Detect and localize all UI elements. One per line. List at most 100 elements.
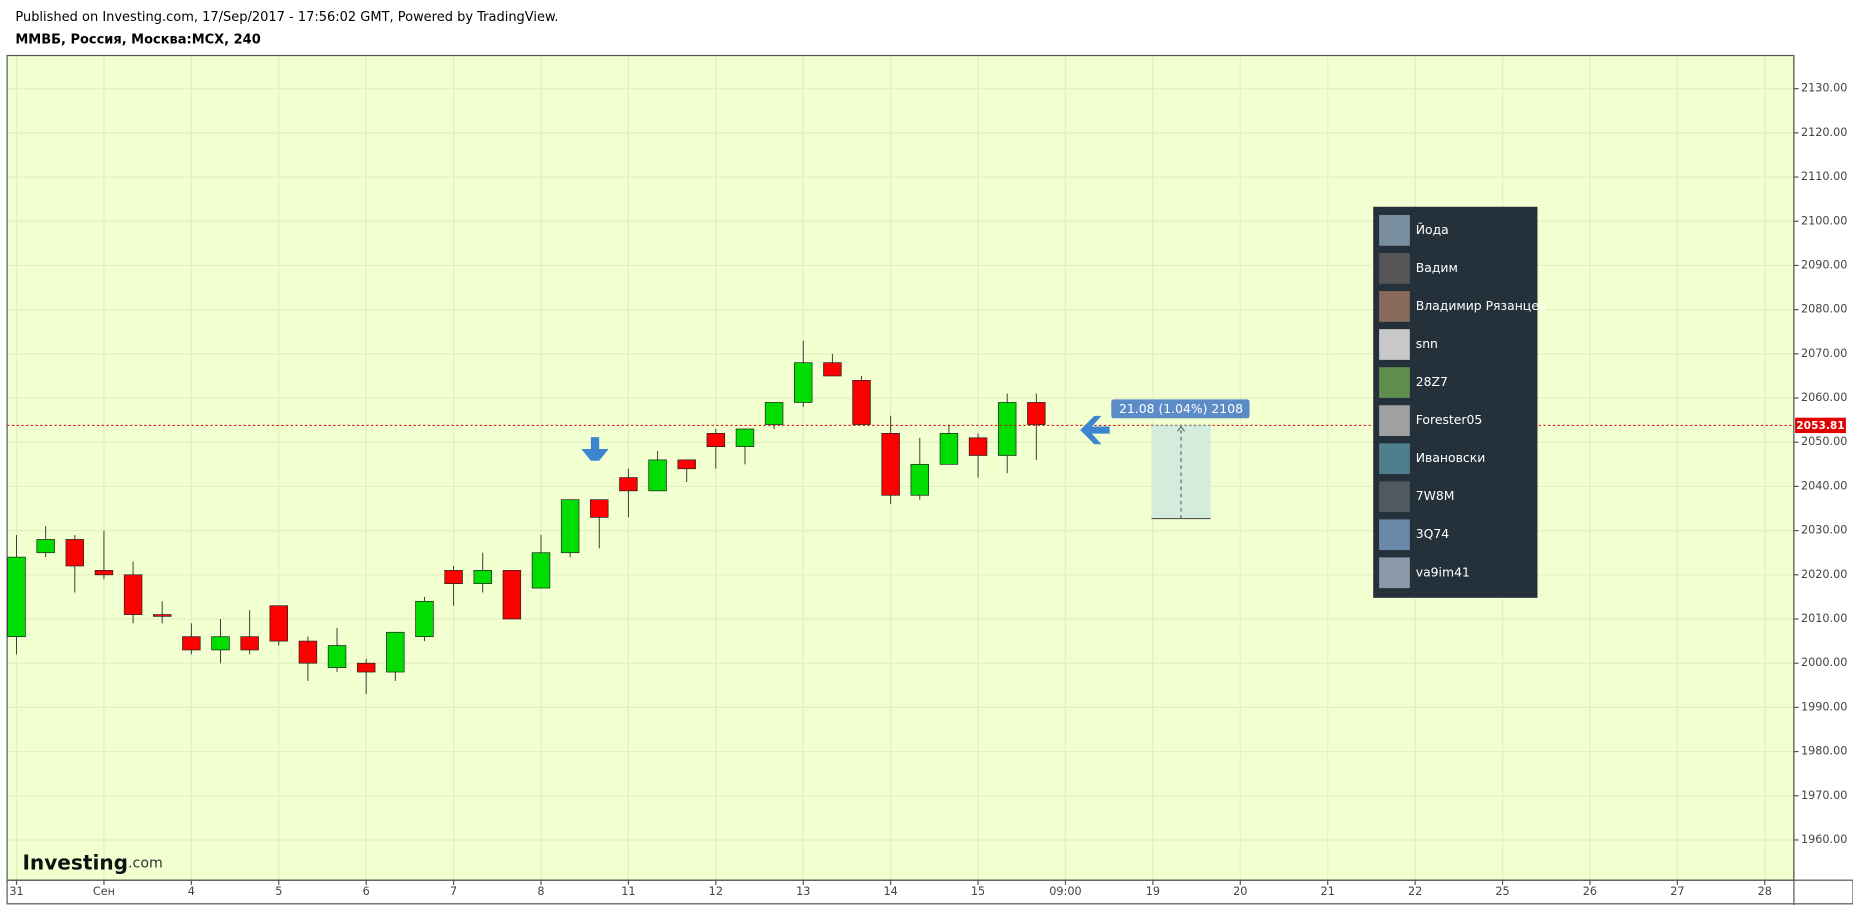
candle-body [211, 636, 230, 651]
candle-body [706, 433, 726, 448]
measure-label: 21.08 (1.04%) 2108 [1119, 401, 1243, 416]
candle-body [997, 402, 1017, 456]
x-tick-label: 5 [275, 885, 282, 898]
user-name: Ивановски [1416, 450, 1486, 465]
user-avatar [1379, 329, 1410, 360]
x-tick-label: 4 [188, 885, 195, 898]
y-tick-label: 2130.00 [1801, 82, 1847, 95]
brand: Investing.com [22, 850, 162, 874]
y-tick-label: 2070.00 [1801, 347, 1847, 360]
x-tick-label: 20 [1233, 885, 1247, 898]
y-tick-label: 2010.00 [1801, 612, 1847, 625]
candle-body [939, 433, 959, 465]
y-tick-label: 1970.00 [1801, 789, 1847, 802]
user-name: va9im41 [1416, 564, 1470, 579]
y-tick-label: 2000.00 [1801, 656, 1847, 669]
y-tick-label: 2120.00 [1801, 126, 1847, 139]
x-tick-label: 22 [1408, 885, 1422, 898]
left-arrow [1080, 415, 1110, 445]
chart-title: ММВБ, Россия, Москва:MCX, 240 [15, 33, 260, 48]
candle-body [415, 600, 434, 638]
brand-name: Investing [22, 850, 128, 874]
candle-body [735, 428, 755, 448]
down-arrow [581, 437, 609, 461]
x-tick-label: 27 [1670, 885, 1684, 898]
y-tick-label: 2020.00 [1801, 568, 1847, 581]
x-tick-label: 12 [709, 885, 723, 898]
y-tick-label: 2100.00 [1801, 214, 1847, 227]
candle-body [182, 636, 201, 651]
candle-body [65, 539, 85, 567]
user-avatar [1379, 481, 1410, 513]
candle-body [94, 570, 114, 576]
user-name: 7W8M [1416, 488, 1455, 503]
candle-body [502, 570, 522, 620]
candle-body [240, 636, 259, 651]
x-tick-label: 19 [1146, 885, 1160, 898]
x-tick-label: 8 [537, 885, 544, 898]
candle-body [386, 631, 405, 673]
x-tick-label: 28 [1758, 885, 1772, 898]
user-name: 28Z7 [1416, 374, 1448, 389]
candle-body [764, 402, 784, 425]
candle-body [269, 605, 288, 642]
user-avatar [1379, 215, 1410, 246]
x-tick-label: 13 [796, 885, 810, 898]
y-tick-label: 2110.00 [1801, 170, 1847, 183]
x-tick-label: 14 [884, 885, 898, 898]
y-tick-label: 2080.00 [1801, 303, 1847, 316]
y-tick-label: 2090.00 [1801, 258, 1847, 271]
measure-label-box [1111, 399, 1250, 419]
last-price-tag [1795, 417, 1846, 434]
y-tick-label: 1960.00 [1801, 833, 1847, 846]
user-name: snn [1416, 336, 1438, 351]
x-tick-label: 15 [971, 885, 985, 898]
candle-body [590, 499, 609, 518]
x-tick-label: 11 [621, 885, 635, 898]
y-tick-label: 2050.00 [1801, 435, 1847, 448]
user-name: Йода [1416, 222, 1449, 237]
candle-body [123, 574, 143, 615]
candle-body [794, 362, 813, 403]
candle-body [881, 433, 900, 496]
x-tick-label: 21 [1321, 885, 1335, 898]
x-tick-label: 09:00 [1049, 885, 1081, 898]
candle-body [7, 556, 26, 638]
candle-body [968, 437, 988, 456]
candle-body [910, 463, 930, 496]
published-note: Published on Investing.com, 17/Sep/2017 … [15, 10, 558, 25]
x-tick-label: 6 [363, 885, 370, 898]
candle-body [444, 570, 463, 585]
candle-body [560, 499, 580, 554]
candle-body [298, 640, 318, 664]
user-name: Вадим [1416, 260, 1458, 275]
x-tick-label: 25 [1495, 885, 1509, 898]
x-tick-label: Сен [93, 885, 115, 898]
brand-suffix: .com [128, 856, 163, 872]
y-tick-label: 2060.00 [1801, 391, 1847, 404]
y-tick-label: 1980.00 [1801, 745, 1847, 758]
candle-body [1027, 402, 1046, 425]
candle-body [677, 459, 696, 470]
y-tick-label: 2040.00 [1801, 479, 1847, 492]
candle-body [852, 380, 871, 425]
user-avatar [1379, 367, 1410, 398]
last-price-label: 2053.81 [1796, 419, 1844, 432]
user-avatar [1379, 557, 1410, 589]
time-axis-frame [6, 879, 1853, 905]
user-avatar [1379, 291, 1410, 322]
user-name: Forester05 [1416, 412, 1483, 427]
candle-body [648, 459, 667, 492]
candle-body [473, 570, 492, 585]
x-tick-label: 26 [1583, 885, 1597, 898]
user-avatar [1379, 405, 1410, 436]
candle-body [619, 477, 638, 492]
user-avatar [1379, 443, 1410, 475]
y-tick-label: 1990.00 [1801, 700, 1847, 713]
measure-arrowhead [1176, 425, 1186, 432]
candle-body [327, 645, 347, 668]
candle-body [36, 539, 55, 554]
user-avatar [1379, 253, 1410, 284]
